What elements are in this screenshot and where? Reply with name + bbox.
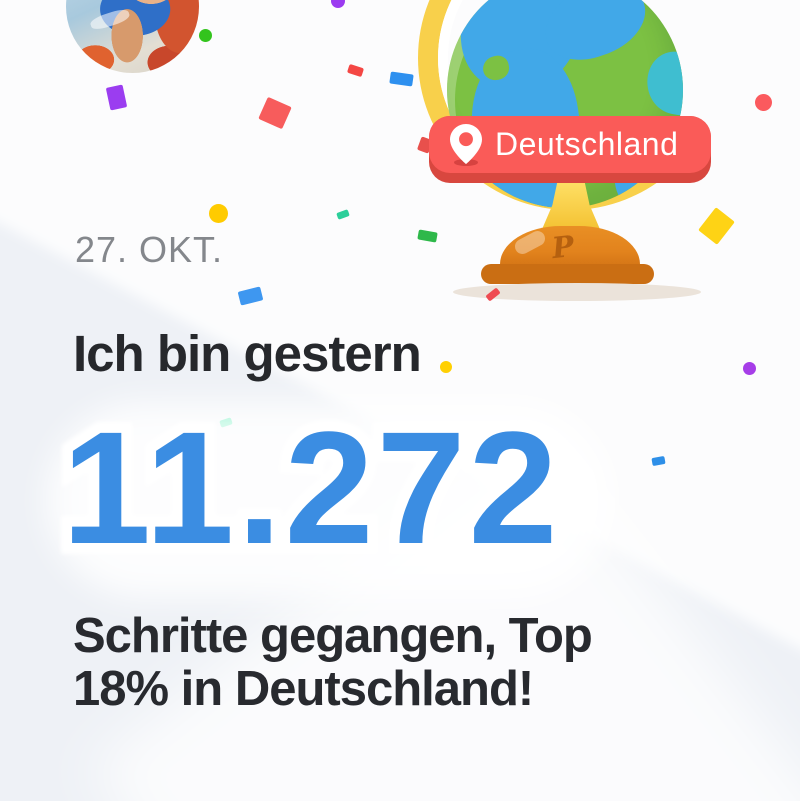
avatar-photo-highlight	[88, 7, 131, 33]
ground-shadow	[453, 283, 701, 301]
location-pin-icon	[450, 123, 482, 166]
headline-text: Ich bin gestern	[73, 325, 422, 382]
location-badge-body: Deutschland	[429, 116, 711, 173]
confetti-piece	[417, 229, 438, 243]
steps-value-outline: 11.272	[51, 397, 569, 579]
confetti-piece	[199, 29, 212, 42]
confetti-piece	[331, 0, 345, 8]
confetti-piece	[485, 287, 501, 302]
confetti-piece	[651, 455, 666, 467]
steps-glow	[46, 402, 612, 598]
confetti-piece	[209, 204, 228, 223]
location-badge: Deutschland	[429, 116, 711, 183]
confetti-piece	[336, 209, 350, 220]
confetti-piece	[237, 286, 264, 306]
confetti-piece	[698, 207, 735, 245]
subline-text: Schritte gegangen, Top 18% in Deutschlan…	[73, 609, 593, 716]
subline-line-1: Schritte gegangen, Top	[73, 609, 593, 663]
globe-stand-plinth	[481, 264, 654, 284]
confetti-piece	[346, 63, 365, 78]
date-label: 27. OKT.	[75, 229, 224, 270]
confetti-piece	[440, 361, 452, 373]
confetti-piece	[743, 362, 756, 375]
confetti-piece	[105, 84, 128, 111]
subline-line-2: 18% in Deutschland!	[73, 662, 534, 716]
steps-value: 11.272	[62, 398, 561, 577]
confetti-piece	[389, 71, 414, 87]
confetti-piece	[258, 96, 292, 130]
confetti-piece	[755, 94, 772, 111]
location-badge-label: Deutschland	[495, 126, 679, 162]
